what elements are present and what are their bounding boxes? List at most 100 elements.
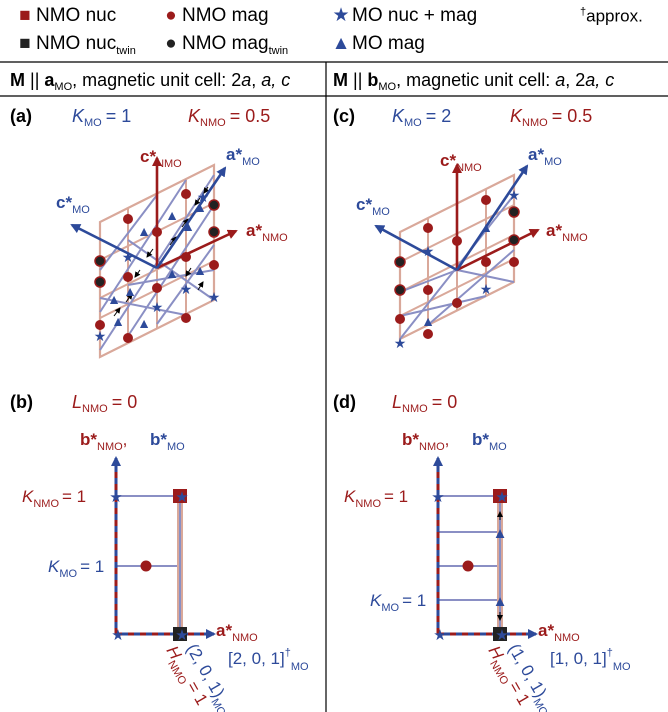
- svg-text:★: ★: [197, 189, 210, 205]
- svg-text:a*MO: a*MO: [226, 145, 260, 168]
- svg-text:b*NMO,: b*NMO,: [402, 430, 449, 453]
- approx-label: approx.: [586, 6, 643, 26]
- svg-text:★: ★: [175, 489, 188, 506]
- svg-text:a*NMO: a*NMO: [546, 221, 588, 244]
- panel-a-axis-labels: c*NMO a*MO c*MO a*NMO: [56, 145, 288, 244]
- svg-text:a*NMO: a*NMO: [538, 621, 580, 644]
- svg-text:★: ★: [151, 299, 164, 315]
- panel-c-lattice: ★ ★ ★ ★ ▲ ▲: [374, 163, 540, 351]
- panel-d-labels: b*NMO, b*MO KNMO = 1 KMO = 1 a*NMO [1, 0, …: [344, 430, 631, 712]
- svg-text:[2, 0, 1]†MO: [2, 0, 1]†MO: [228, 647, 309, 673]
- star-marker-icon: ★: [332, 5, 350, 26]
- svg-text:a*NMO: a*NMO: [216, 621, 258, 644]
- dagger-mark: †: [580, 6, 587, 18]
- approx-note: †approx.: [580, 6, 643, 27]
- circle-marker-icon: ●: [165, 5, 177, 26]
- svg-text:c*NMO: c*NMO: [440, 151, 482, 174]
- panel-b-labels: b*NMO, b*MO KNMO = 1 KMO = 1 a*NMO [2, 0, …: [22, 430, 309, 712]
- svg-text:(a): (a): [10, 106, 32, 126]
- svg-text:▲: ▲: [165, 265, 179, 281]
- panel-d-plot: ★ ★ ★ ★ ▲ ▲: [431, 456, 538, 644]
- svg-text:b*NMO,: b*NMO,: [80, 430, 127, 453]
- legend-label: NMO mag: [182, 5, 269, 27]
- svg-text:b*MO: b*MO: [472, 430, 507, 453]
- triangle-marker-icon: ▲: [331, 33, 351, 54]
- svg-text:a*NMO: a*NMO: [246, 221, 288, 244]
- svg-text:c*NMO: c*NMO: [140, 147, 182, 170]
- svg-text:LNMO= 0: LNMO = 0: [72, 392, 137, 415]
- legend-label: NMO nuc: [36, 33, 117, 55]
- svg-text:KMO= 1: KMO = 1: [370, 591, 426, 614]
- svg-text:▲: ▲: [111, 313, 125, 329]
- svg-text:▲: ▲: [123, 283, 137, 299]
- square-marker-icon: ■: [19, 5, 31, 26]
- svg-text:a*MO: a*MO: [528, 145, 562, 168]
- svg-text:(c): (c): [333, 106, 355, 126]
- svg-text:[1, 0, 1]†MO: [1, 0, 1]†MO: [550, 647, 631, 673]
- right-column-header: M || bMO, magnetic unit cell: a, 2a, c: [333, 70, 614, 93]
- svg-text:KMO= 1: KMO = 1: [72, 106, 131, 129]
- svg-text:▲: ▲: [181, 218, 195, 234]
- legend-nmo-nuc: ■ NMO nuc: [14, 6, 116, 26]
- panel-a-lattice: ★★ ★★ ★★ ▲▲ ▲ ▲ ▲ ▲ ▲▲ ▲▲: [70, 156, 238, 359]
- legend-nmo-mag: ● NMO mag: [160, 5, 269, 27]
- svg-text:★: ★: [508, 187, 521, 203]
- svg-text:▲: ▲: [193, 199, 207, 215]
- svg-text:▲: ▲: [421, 313, 435, 329]
- panel-a-title: (a) KMO = 1 KNMO = 0.5: [10, 106, 270, 129]
- svg-text:KNMO= 1: KNMO = 1: [344, 487, 408, 510]
- legend-mo-nuc-mag: ★ MO nuc + mag: [330, 6, 477, 26]
- svg-text:▲: ▲: [137, 223, 151, 239]
- svg-text:KMO= 1: KMO = 1: [48, 557, 104, 580]
- legend-nmo-nuc-twin: ■ NMO nuctwin: [14, 34, 136, 61]
- svg-text:★: ★: [109, 489, 122, 506]
- circle-twin-marker-icon: ●: [165, 33, 177, 54]
- svg-text:▲: ▲: [107, 291, 121, 307]
- svg-text:★: ★: [122, 249, 135, 265]
- svg-text:★: ★: [480, 281, 493, 297]
- svg-text:LNMO= 0: LNMO = 0: [392, 392, 457, 415]
- panel-b-plot: ★ ★ ★ ★: [109, 456, 216, 644]
- svg-text:b*MO: b*MO: [150, 430, 185, 453]
- svg-text:▲: ▲: [479, 219, 493, 235]
- legend-label: NMO nuc: [36, 5, 117, 27]
- panel-c-axis-labels: c*NMO a*MO c*MO a*NMO: [356, 145, 588, 244]
- twin-subscript: twin: [116, 44, 136, 57]
- svg-text:★: ★: [208, 289, 221, 305]
- svg-text:★: ★: [431, 489, 444, 506]
- svg-text:▲: ▲: [165, 207, 179, 223]
- svg-text:c*MO: c*MO: [356, 195, 390, 218]
- twin-subscript: twin: [268, 44, 289, 57]
- square-twin-marker-icon: ■: [19, 33, 31, 54]
- svg-text:★: ★: [433, 627, 446, 644]
- svg-text:(b): (b): [10, 392, 33, 412]
- svg-text:★: ★: [180, 281, 193, 297]
- left-column-header: M || aMO, magnetic unit cell: 2a, a, c: [10, 70, 290, 93]
- legend-mo-mag: ▲MO mag: [330, 34, 425, 54]
- svg-text:KNMO= 1: KNMO = 1: [22, 487, 86, 510]
- svg-text:★: ★: [94, 328, 107, 344]
- svg-text:★: ★: [495, 489, 508, 506]
- svg-text:★: ★: [422, 243, 435, 259]
- panel-d-title: (d) LNMO = 0: [333, 392, 457, 415]
- legend-nmo-mag-twin: ● NMO magtwin: [160, 34, 288, 61]
- svg-text:★: ★: [111, 627, 124, 644]
- svg-text:★: ★: [394, 335, 407, 351]
- svg-text:KMO= 2: KMO = 2: [392, 106, 451, 129]
- svg-text:c*MO: c*MO: [56, 193, 90, 216]
- legend-label: MO mag: [352, 33, 425, 55]
- svg-text:(d): (d): [333, 392, 356, 412]
- panel-c-title: (c) KMO = 2 KNMO = 0.5: [333, 106, 592, 129]
- svg-text:★: ★: [175, 627, 188, 644]
- svg-text:▲: ▲: [493, 593, 508, 610]
- legend-label: MO nuc + mag: [352, 5, 478, 27]
- svg-text:▲: ▲: [193, 262, 207, 278]
- panel-b-title: (b) LNMO = 0: [10, 392, 137, 415]
- svg-text:▲: ▲: [137, 315, 151, 331]
- svg-text:▲: ▲: [493, 525, 508, 542]
- svg-text:★: ★: [495, 627, 508, 644]
- legend-label: NMO mag: [182, 33, 269, 55]
- svg-text:KNMO= 0.5: KNMO = 0.5: [510, 106, 592, 129]
- svg-text:KNMO= 0.5: KNMO = 0.5: [188, 106, 270, 129]
